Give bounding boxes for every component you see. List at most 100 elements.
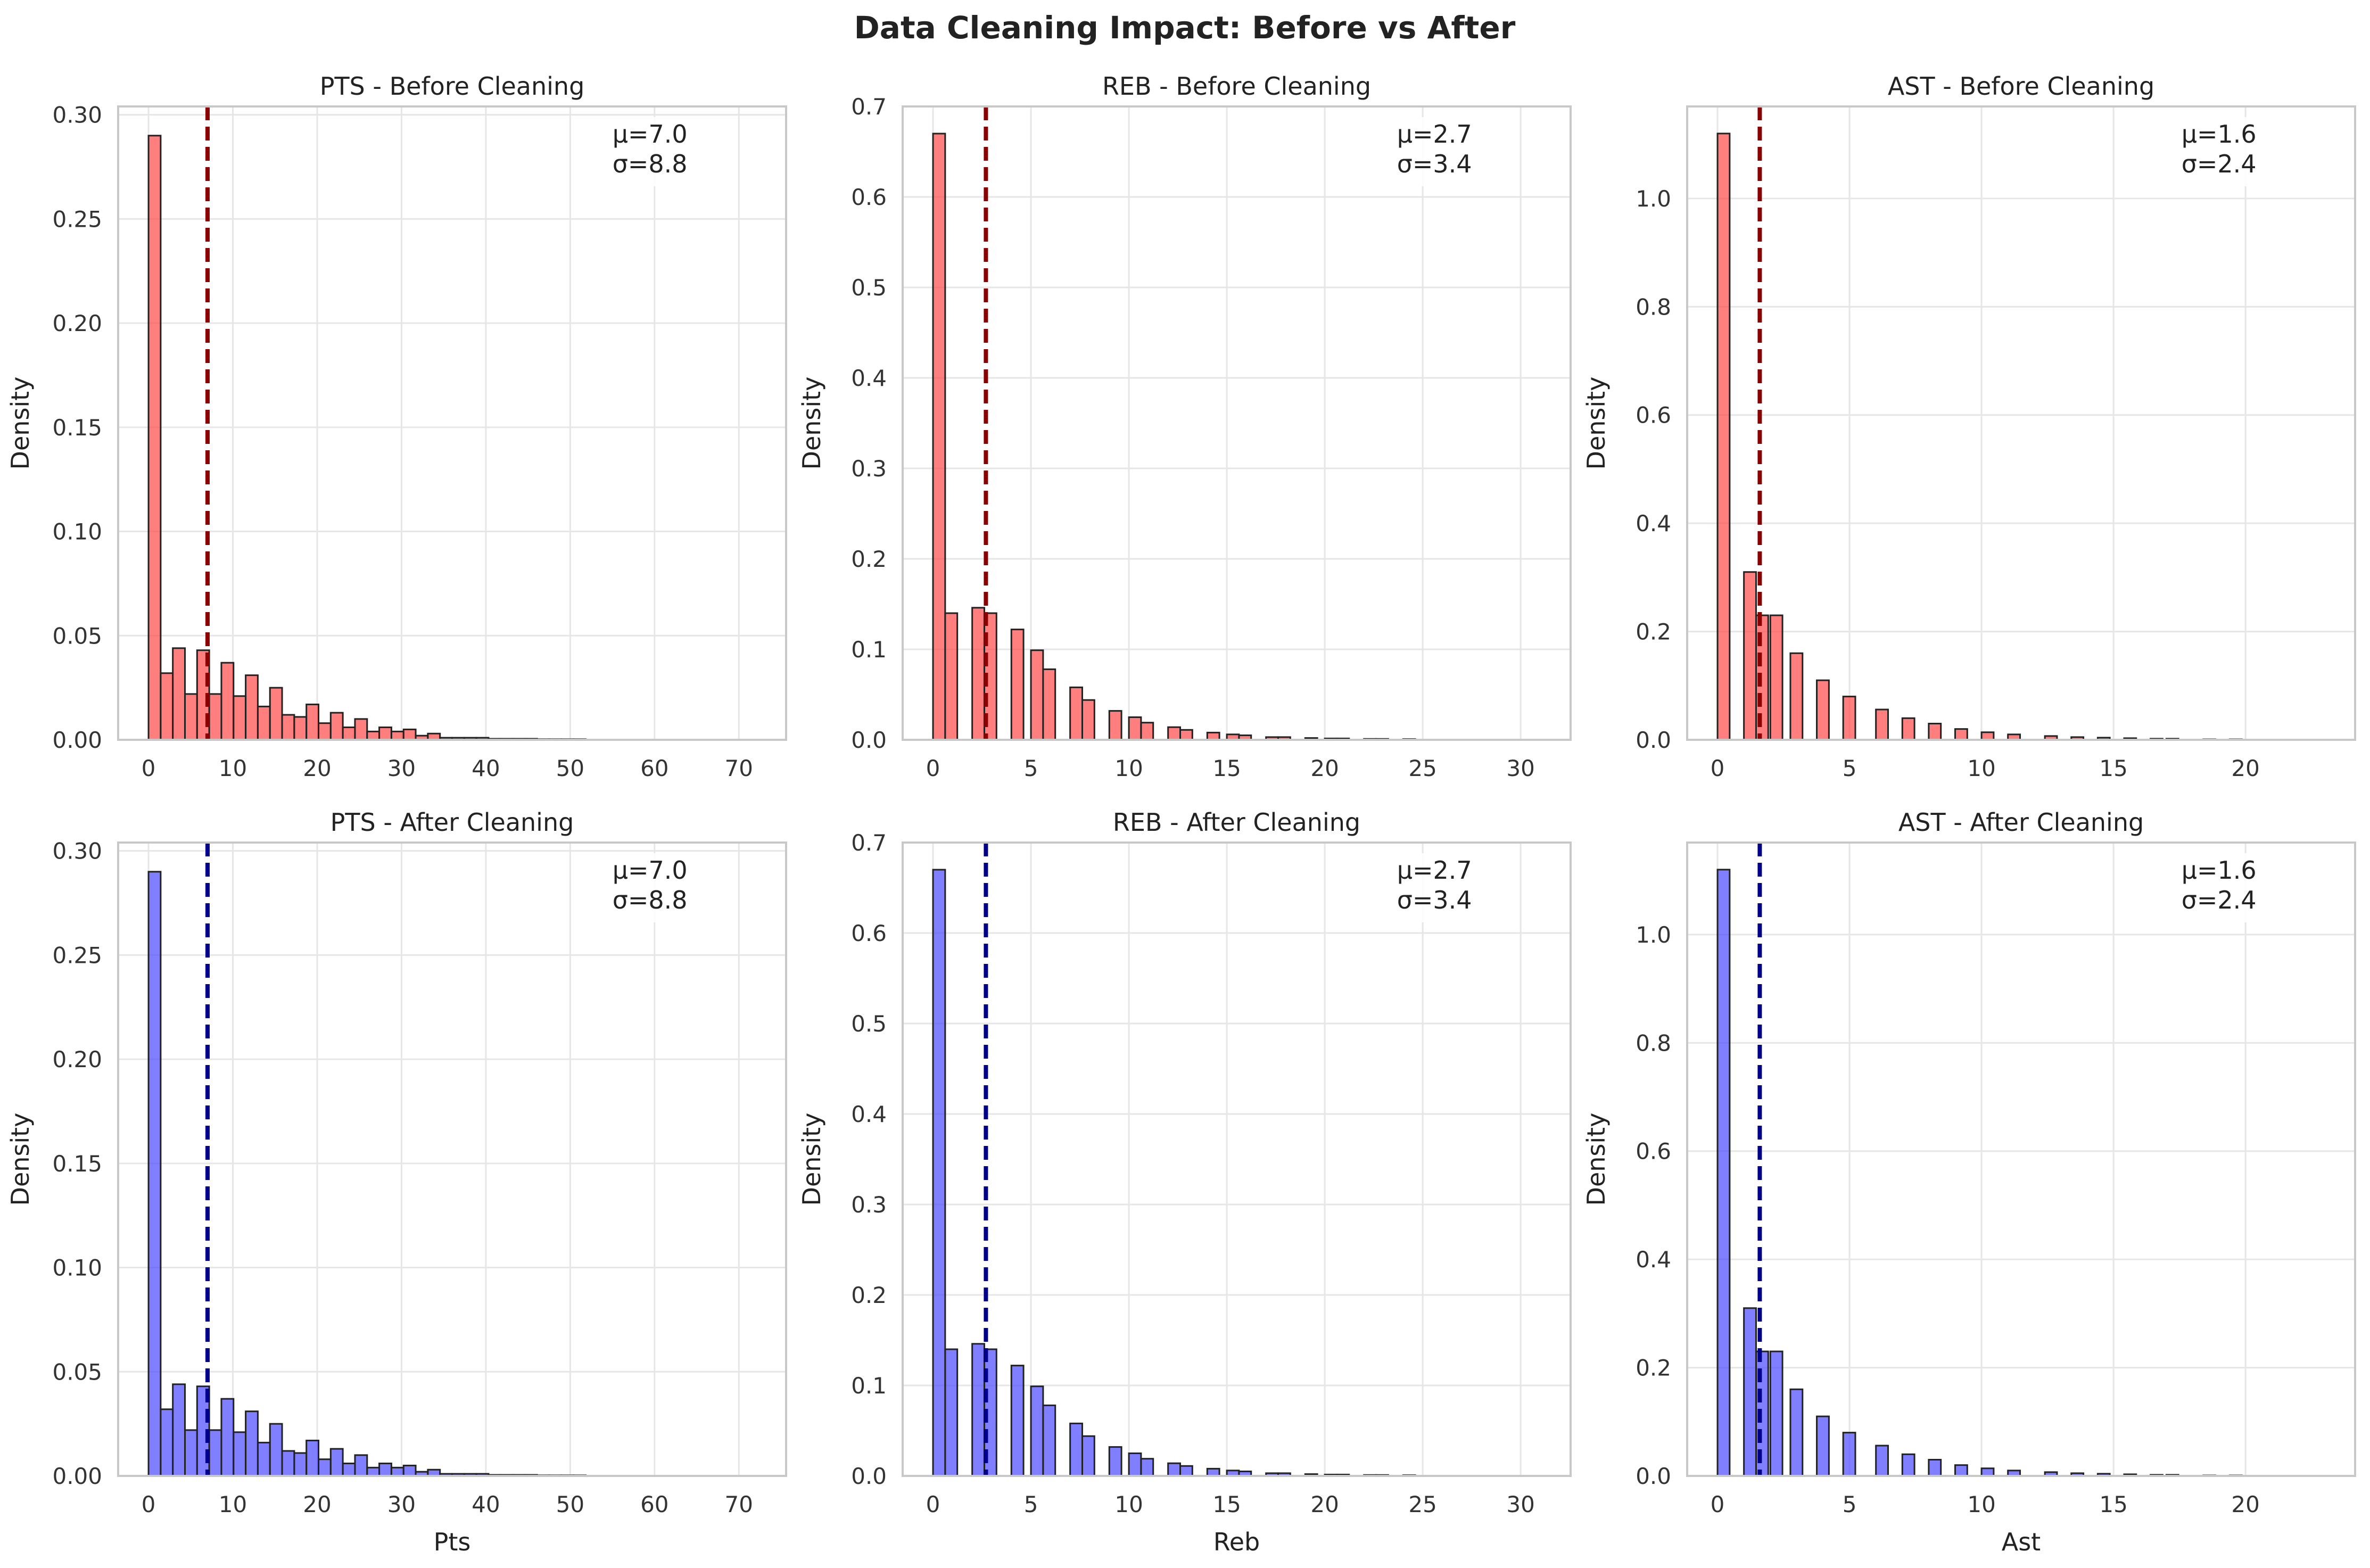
histogram-bar [1769, 614, 1783, 741]
x-tick-label: 20 [2231, 1491, 2259, 1517]
histogram-bar [1128, 1453, 1142, 1477]
x-tick-label: 30 [1506, 755, 1534, 781]
histogram-bar [1179, 729, 1193, 741]
histogram-bar [257, 705, 271, 741]
subplot-3: 0 5 10 15 20 0.0 0.2 0.4 0.6 0.8 1.0 AST - Before C… [1582, 72, 2356, 781]
y-tick-label: 0.0 [851, 727, 887, 753]
histogram-bar [342, 727, 356, 741]
std-annotation: σ=3.4 [1397, 150, 1472, 178]
axes-frame [117, 841, 787, 1477]
y-tick-label: 0.15 [52, 415, 102, 441]
x-tick-label: 30 [1506, 1491, 1534, 1517]
mean-annotation: μ=7.0 [613, 856, 688, 885]
histogram-bar [1108, 1446, 1122, 1477]
y-tick-label: 1.0 [1636, 186, 1671, 212]
histogram-bar [1901, 1453, 1915, 1477]
histogram-bar [147, 871, 162, 1477]
x-axis-label: Reb [1213, 1528, 1260, 1556]
x-axis-label: Ast [2002, 1528, 2041, 1556]
x-tick-label: 0 [1711, 1491, 1725, 1517]
x-axis-label: Pts [434, 1528, 471, 1556]
histogram-bar [1842, 696, 1856, 741]
histogram-bar [1167, 1462, 1182, 1477]
histogram-bar [147, 135, 162, 741]
histogram-bar [220, 1398, 235, 1477]
histogram-bar [944, 612, 959, 741]
subplot-title: REB - Before Cleaning [1102, 72, 1371, 101]
histogram-bar [269, 687, 283, 741]
x-tick-label: 0 [142, 755, 156, 781]
x-tick-label: 10 [219, 755, 247, 781]
x-tick-label: 5 [1843, 1491, 1857, 1517]
histogram-bar [1030, 1385, 1044, 1477]
y-tick-label: 0.5 [851, 275, 887, 301]
y-tick-label: 0.2 [1636, 1355, 1671, 1381]
histogram-bar [1743, 1307, 1757, 1477]
histogram-bar [293, 1452, 308, 1477]
x-tick-label: 5 [1024, 755, 1038, 781]
histogram-bar [378, 727, 392, 741]
x-tick-label: 0 [926, 755, 940, 781]
axes-frame [117, 105, 787, 741]
histogram-bar [220, 662, 235, 741]
y-tick-label: 0.4 [1636, 510, 1671, 537]
x-tick-label: 15 [2099, 1491, 2127, 1517]
stats-box [605, 117, 706, 186]
histogram-bar [172, 647, 186, 741]
y-tick-label: 0.15 [52, 1151, 102, 1177]
std-annotation: σ=8.8 [613, 150, 688, 178]
y-tick-label: 0.0 [1636, 1463, 1671, 1489]
histogram-bar [1901, 717, 1915, 741]
figure-title: Data Cleaning Impact: Before vs After [854, 10, 1516, 46]
histogram-bar [1816, 1415, 1830, 1477]
x-tick-label: 10 [219, 1491, 247, 1517]
x-tick-label: 15 [1212, 1491, 1241, 1517]
x-tick-label: 10 [1967, 755, 1995, 781]
histogram-bar [293, 716, 308, 741]
histogram-bar [354, 1454, 368, 1477]
x-tick-label: 50 [556, 755, 584, 781]
histogram-bar [1875, 1445, 1889, 1477]
x-tick-label: 20 [2231, 755, 2259, 781]
x-tick-label: 70 [725, 1491, 753, 1517]
histogram-bar [354, 718, 368, 741]
x-tick-label: 25 [1408, 755, 1436, 781]
y-tick-label: 0.6 [851, 184, 887, 210]
histogram-bar [1167, 726, 1182, 741]
histogram-bar [208, 693, 222, 741]
histogram-bar [378, 1463, 392, 1477]
stats-box [2174, 117, 2275, 186]
y-tick-label: 0.4 [851, 1101, 887, 1127]
y-tick-label: 0.0 [851, 1463, 887, 1489]
subplots-grid: 0 10 20 30 40 50 60 700.000.050.100.150.200.250… [6, 72, 2356, 1556]
histogram-bar [1128, 716, 1142, 741]
std-annotation: σ=2.4 [2182, 886, 2257, 914]
histogram-bar [1743, 571, 1757, 741]
y-tick-label: 0.6 [851, 920, 887, 946]
y-tick-label: 0.6 [1636, 402, 1671, 428]
subplot-5: 0 5 10 15 20 25 30 0.0 0.1 0.2 0.3 0.4 0.5 0.6 0.7 REB … [797, 808, 1572, 1556]
histogram-bar [1140, 722, 1154, 741]
x-tick-label: 5 [1024, 1491, 1038, 1517]
histogram-bar [1069, 686, 1083, 741]
histogram-bar [971, 607, 985, 741]
histogram-bar [172, 1383, 186, 1477]
histogram-bar [318, 722, 332, 741]
y-tick-label: 0.0 [1636, 727, 1671, 753]
x-tick-label: 10 [1114, 755, 1143, 781]
x-tick-label: 15 [2099, 755, 2127, 781]
histogram-bar [390, 1466, 404, 1477]
histogram-bar [233, 1431, 247, 1477]
x-tick-label: 0 [926, 1491, 940, 1517]
histogram-bar [1980, 1467, 1995, 1477]
histogram-bar [329, 712, 344, 741]
y-axis-label: Density [1582, 377, 1611, 470]
y-tick-label: 0.20 [52, 310, 102, 336]
histogram-bar [160, 1408, 174, 1477]
std-annotation: σ=8.8 [613, 886, 688, 914]
subplot-title: AST - After Cleaning [1898, 808, 2144, 837]
histogram-bar [245, 1410, 259, 1477]
histogram-bar [1140, 1458, 1154, 1477]
x-tick-label: 30 [387, 755, 416, 781]
